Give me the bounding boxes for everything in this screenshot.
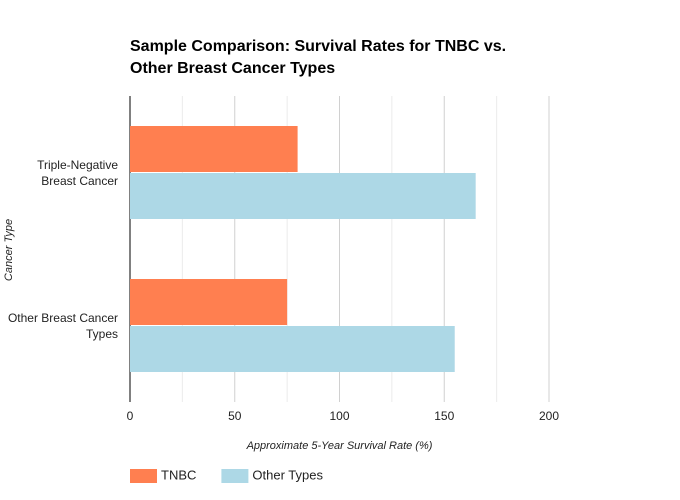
x-tick-label: 150 [434, 409, 454, 423]
bar [130, 173, 476, 219]
chart-title: Sample Comparison: Survival Rates for TN… [130, 38, 507, 77]
bar [130, 126, 298, 172]
y-tick-label: Triple-Negative Breast Cancer [37, 158, 118, 188]
bar [130, 326, 455, 372]
legend-swatch [221, 469, 249, 483]
x-tick-label: 50 [228, 409, 242, 423]
legend-label: Other Types [252, 467, 323, 482]
x-tick-label: 100 [329, 409, 349, 423]
bar [130, 279, 288, 325]
x-tick-label: 0 [127, 409, 134, 423]
legend-swatch [130, 469, 157, 483]
y-tick-label: Other Breast Cancer Types [7, 311, 118, 341]
x-tick-label: 200 [539, 409, 559, 423]
legend-label: TNBC [161, 467, 196, 482]
x-axis-label: Approximate 5-Year Survival Rate (%) [246, 440, 433, 452]
y-axis-label: Cancer Type [3, 219, 15, 281]
